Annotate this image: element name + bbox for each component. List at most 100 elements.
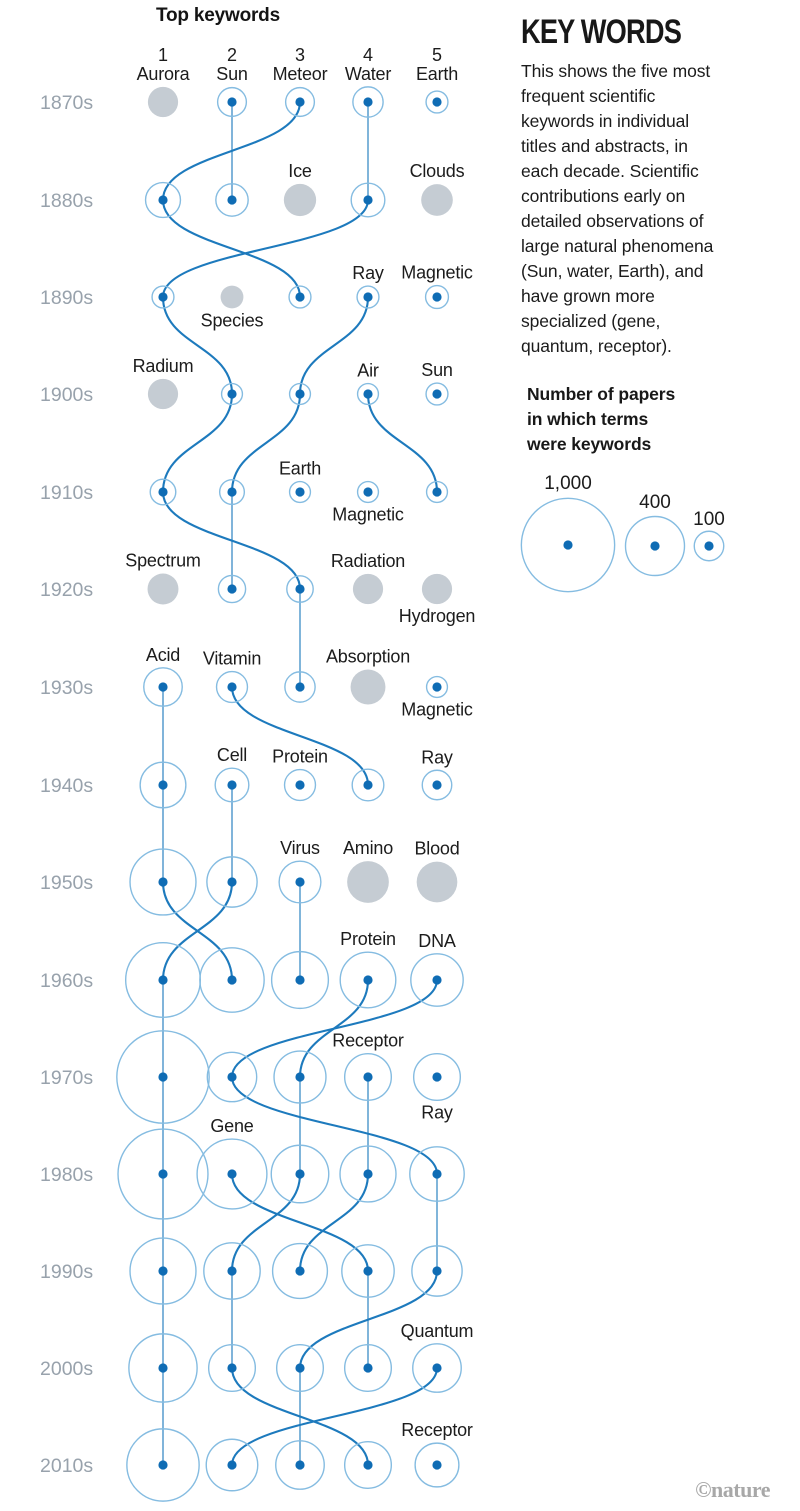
keyword-bubble-ray-1900s bbox=[288, 382, 312, 406]
keyword-bubble-cell-1990s bbox=[129, 1237, 197, 1305]
keyword-dot-water-1880s bbox=[363, 195, 373, 205]
keyword-dot-virus-1960s bbox=[295, 975, 305, 985]
keyword-dot-sun-1880s bbox=[227, 195, 237, 205]
keyword-dot-water-1870s bbox=[363, 97, 373, 107]
keyword-dot-dna-2000s bbox=[295, 1363, 305, 1373]
keyword-dot-ray-1940s bbox=[432, 780, 442, 790]
keyword-dot-water-1930s bbox=[295, 682, 305, 692]
keyword-dot-magnetic-1930s bbox=[432, 682, 442, 692]
keyword-dot-cell-1980s bbox=[158, 1169, 168, 1179]
keyword-label-dna-1960s: DNA bbox=[418, 931, 456, 951]
keyword-bubble-water-1880s bbox=[350, 182, 386, 218]
keyword-dot-water-1900s bbox=[227, 389, 237, 399]
keyword-link-meteor bbox=[161, 199, 302, 298]
keyword-dot-ray-1910s bbox=[227, 487, 237, 497]
keyword-bubble-quantum-2010s bbox=[205, 1438, 259, 1492]
keyword-dot-water-1910s bbox=[158, 487, 168, 497]
legend-value-400: 400 bbox=[639, 492, 671, 513]
keyword-bubble-dna-1980s bbox=[409, 1146, 465, 1202]
keyword-dot-protein-1970s bbox=[295, 1072, 305, 1082]
keyword-bubble-gray-aurora-1870s bbox=[147, 86, 179, 118]
keyword-dot-gene-2000s bbox=[363, 1363, 373, 1373]
keyword-dot-dna-1970s bbox=[227, 1072, 237, 1082]
keyword-dot-air-1900s bbox=[363, 389, 373, 399]
keyword-dot-meteor-1890s bbox=[295, 292, 305, 302]
keyword-dot-cell-2010s bbox=[158, 1460, 168, 1470]
keyword-link-water bbox=[161, 199, 370, 298]
keyword-dot-dna-2010s bbox=[295, 1460, 305, 1470]
keyword-bubble-air-1910s bbox=[425, 480, 449, 504]
keyword-dot-receptor-1970s bbox=[363, 1072, 373, 1082]
keyword-label-ice-1880s: Ice bbox=[288, 161, 312, 181]
keyword-bubble-dna-1970s bbox=[206, 1051, 258, 1103]
keyword-bubble-gray-spectrum-1920s bbox=[147, 573, 179, 605]
keyword-bubble-sun-1900s bbox=[425, 382, 449, 406]
keyword-bubble-protein-1990s bbox=[203, 1242, 261, 1300]
legend-dot-100 bbox=[704, 541, 714, 551]
keyword-dot-acid-1960s bbox=[227, 975, 237, 985]
keyword-dot-quantum-2000s bbox=[432, 1363, 442, 1373]
keyword-bubble-gene-2000s bbox=[343, 1343, 393, 1393]
keyword-bubble-vitamin-1930s bbox=[215, 670, 249, 704]
keyword-bubble-gray-radiation-1920s bbox=[352, 573, 384, 605]
keyword-bubble-cell-2000s bbox=[128, 1333, 198, 1403]
keyword-bubble-dna-1990s bbox=[411, 1245, 463, 1297]
keyword-label-receptor-1970s: Receptor bbox=[332, 1031, 404, 1051]
keyword-dot-dna-1960s bbox=[432, 975, 442, 985]
keyword-label-earth-1910s: Earth bbox=[279, 459, 321, 479]
keyword-bubble-acid-1950s bbox=[129, 848, 197, 916]
decade-label-1870s: 1870s bbox=[40, 92, 93, 114]
keyword-label-virus-1950s: Virus bbox=[280, 838, 320, 858]
keyword-bubble-virus-1950s bbox=[278, 860, 322, 904]
decade-label-1950s: 1950s bbox=[40, 872, 93, 894]
keyword-bubble-dna-2010s bbox=[275, 1440, 325, 1490]
keyword-bubble-receptor-1990s bbox=[271, 1242, 329, 1300]
keyword-dot-protein-1940s bbox=[295, 780, 305, 790]
decade-label-1880s: 1880s bbox=[40, 190, 93, 212]
keyword-dot-quantum-2010s bbox=[227, 1460, 237, 1470]
legend-value-1000: 1,000 bbox=[544, 473, 592, 494]
keyword-dot-ray-1920s bbox=[227, 584, 237, 594]
keyword-link-ray bbox=[298, 296, 370, 395]
keyword-bubble-ray-1920s bbox=[217, 574, 247, 604]
keyword-dot-protein-2010s bbox=[363, 1460, 373, 1470]
keyword-bubble-air-1900s bbox=[356, 382, 380, 406]
keyword-dot-protein-1960s bbox=[363, 975, 373, 985]
keyword-dot-vitamin-1930s bbox=[227, 682, 237, 692]
rank-header-5: 5 bbox=[432, 45, 442, 65]
keyword-dot-magnetic-1910s bbox=[363, 487, 373, 497]
decade-label-1960s: 1960s bbox=[40, 970, 93, 992]
keyword-bubble-protein-2010s bbox=[343, 1440, 393, 1490]
keyword-bubble-gene-1990s bbox=[341, 1244, 395, 1298]
keyword-bubble-water-1920s bbox=[286, 575, 314, 603]
keyword-dot-virus-1950s bbox=[295, 877, 305, 887]
keyword-bubble-receptor-1980s bbox=[339, 1145, 397, 1203]
keyword-label-air-1900s: Air bbox=[357, 361, 379, 381]
keyword-label-ray-1890s: Ray bbox=[352, 263, 384, 283]
keyword-link-cell bbox=[161, 881, 234, 981]
keyword-label-amino-1950s: Amino bbox=[343, 838, 393, 858]
keyword-label-magnetic-1890s: Magnetic bbox=[401, 263, 473, 283]
keyword-dot-receptor-2010s bbox=[432, 1460, 442, 1470]
keyword-bubble-protein-1980s bbox=[270, 1144, 330, 1204]
keyword-bubble-magnetic-1890s bbox=[424, 284, 450, 310]
keyword-bubble-earth-1870s bbox=[425, 90, 449, 114]
legend-dot-1000 bbox=[563, 540, 573, 550]
keyword-label-clouds-1880s: Clouds bbox=[410, 161, 465, 181]
keyword-label-sun-1870s: Sun bbox=[216, 64, 247, 84]
keyword-dot-earth-1870s bbox=[432, 97, 442, 107]
decade-label-1970s: 1970s bbox=[40, 1067, 93, 1089]
keyword-bubble-acid-1960s bbox=[199, 947, 265, 1013]
keyword-label-ray-1940s: Ray bbox=[421, 747, 453, 767]
keyword-dot-cell-1970s bbox=[158, 1072, 168, 1082]
keyword-bubble-water-1870s bbox=[352, 86, 384, 118]
sidebar-heading: KEY WORDS bbox=[521, 13, 682, 51]
keyword-bubble-cell-1970s bbox=[116, 1030, 210, 1124]
keyword-bubble-magnetic-1930s bbox=[425, 675, 449, 699]
keyword-label-species-1890s: Species bbox=[201, 310, 264, 330]
keyword-link-air bbox=[366, 393, 439, 493]
keyword-dot-ray-1890s bbox=[363, 292, 373, 302]
keyword-bubble-dna-2000s bbox=[275, 1343, 325, 1393]
keyword-dot-water-1890s bbox=[158, 292, 168, 302]
keyword-label-acid-1930s: Acid bbox=[146, 645, 180, 665]
